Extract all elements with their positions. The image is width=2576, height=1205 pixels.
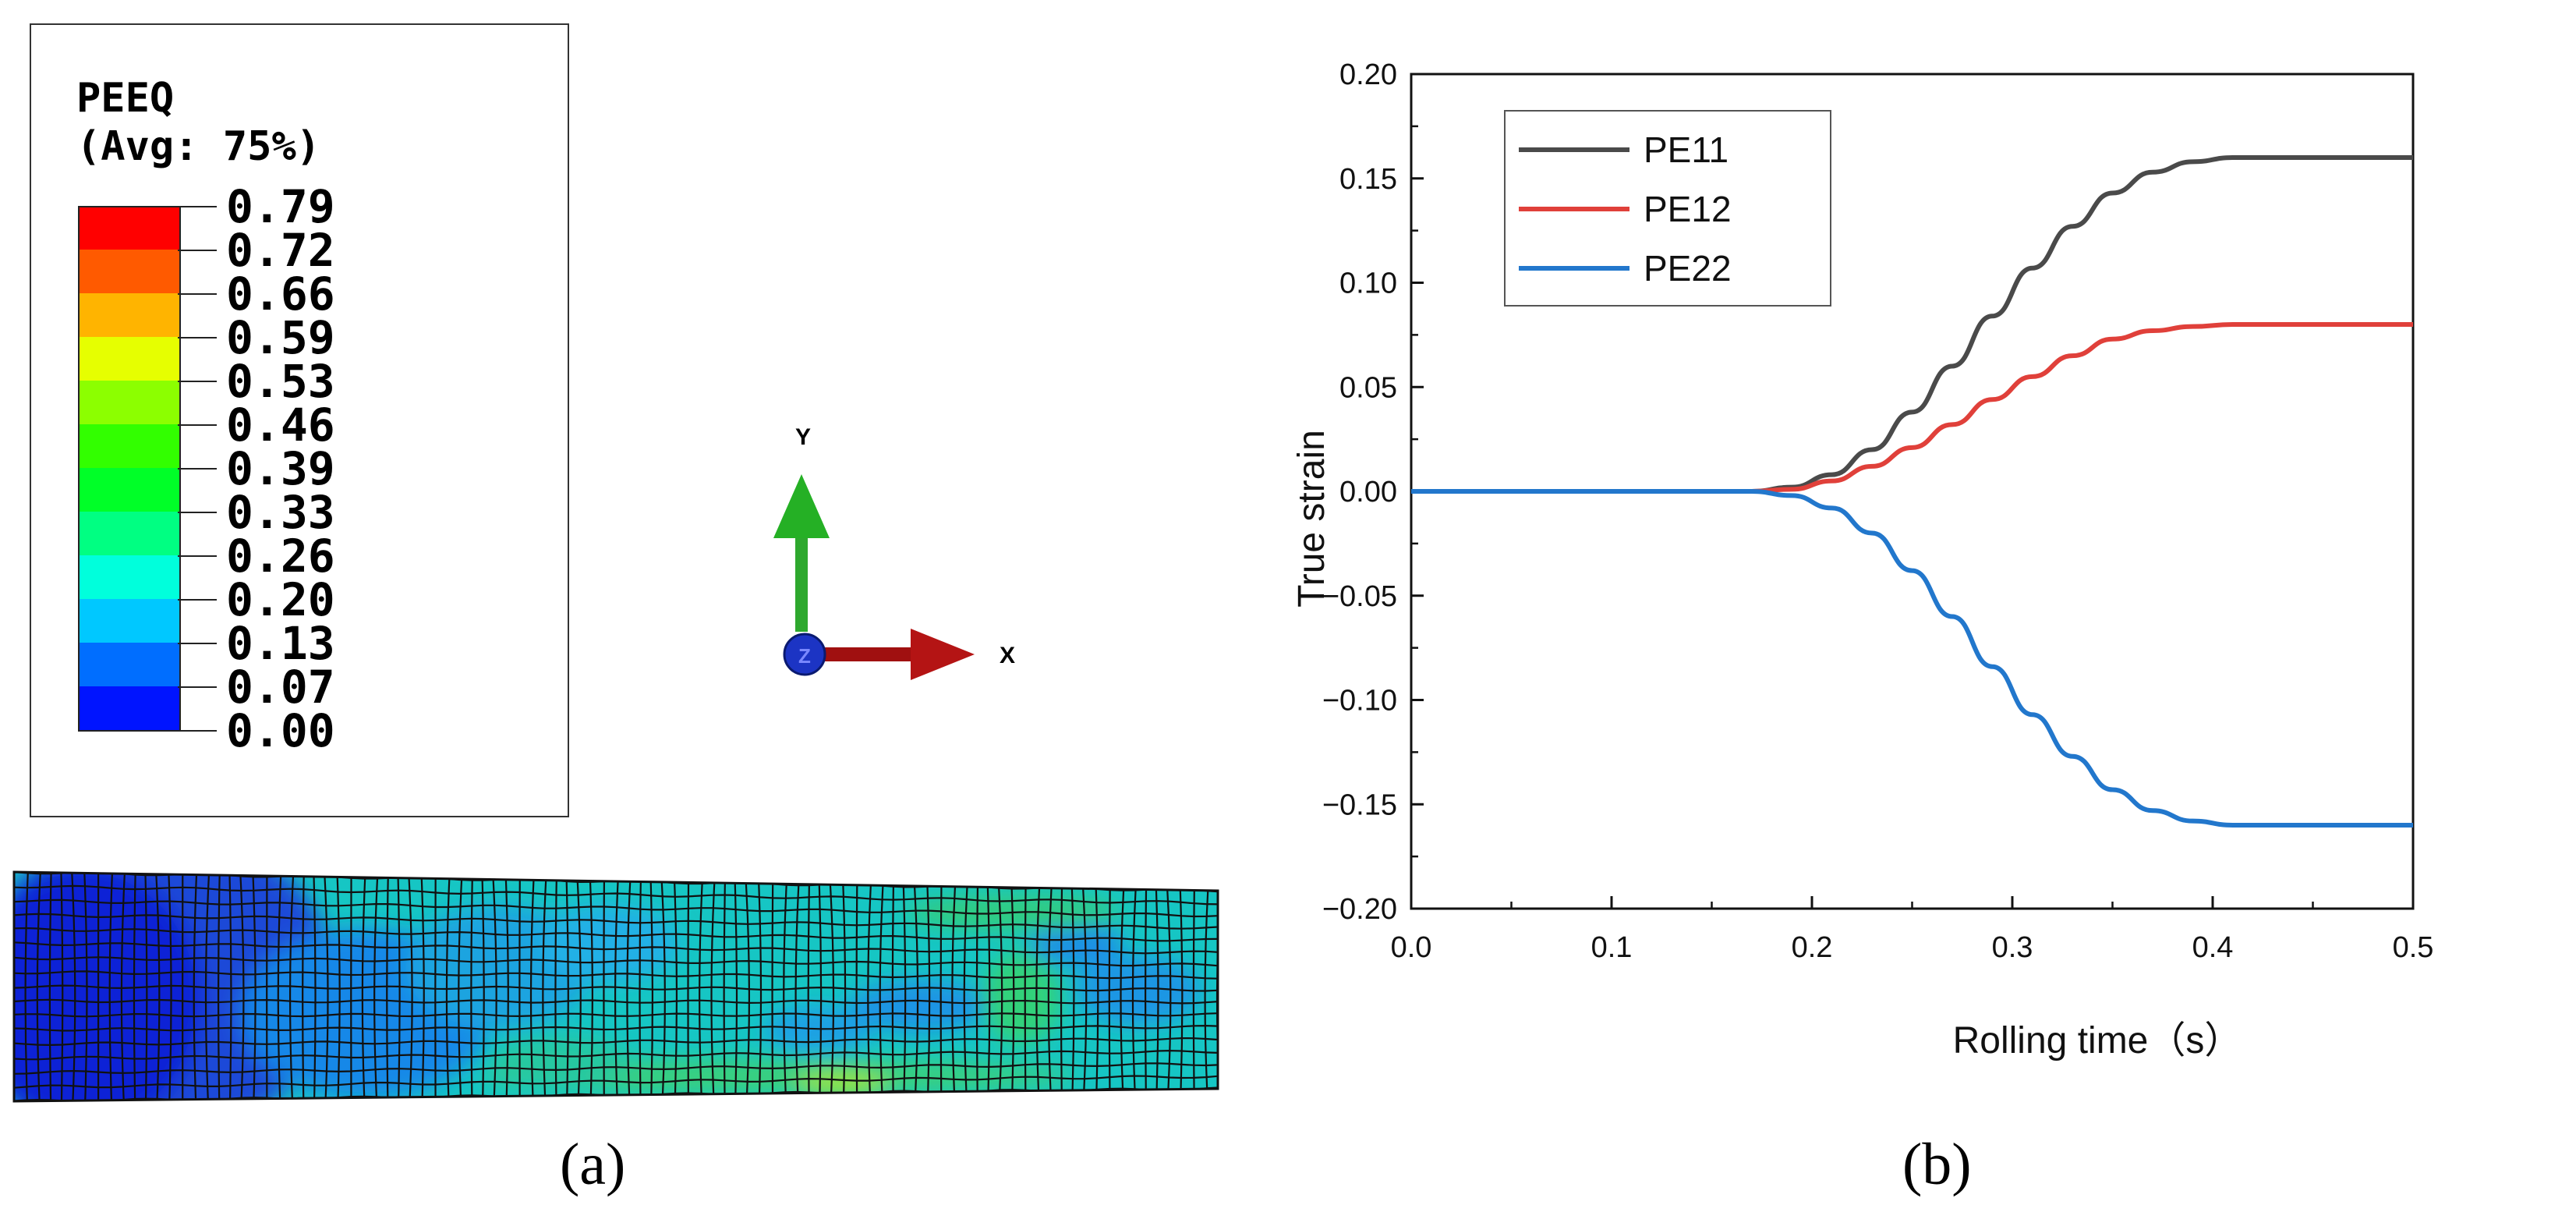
strain-chart: 0.0 0.1 0.2 0.3 0.4 0.5 0.20 0.15 0.10 0.05 0.00 −0… bbox=[1291, 62, 2434, 1061]
color-tick-label: 0.66 bbox=[226, 268, 335, 321]
color-tick-label: 0.33 bbox=[226, 486, 335, 539]
triad-z-node bbox=[783, 633, 826, 676]
axis-triad: Y X Z bbox=[773, 424, 1015, 680]
color-tick-label: 0.53 bbox=[226, 355, 335, 408]
color-tick-mark bbox=[178, 686, 217, 688]
legend-title: PEEQ bbox=[76, 75, 175, 122]
y-tick-label: −0.20 bbox=[1322, 893, 1397, 926]
y-tick-label: 0.00 bbox=[1339, 476, 1397, 509]
color-tick-label: 0.59 bbox=[226, 311, 335, 364]
color-swatch bbox=[78, 293, 181, 337]
color-tick-mark bbox=[178, 730, 217, 732]
panel-a-caption: (a) bbox=[560, 1132, 626, 1197]
legend-label: PE12 bbox=[1644, 189, 1732, 229]
triad-y-label: Y bbox=[795, 424, 811, 450]
color-tick-mark bbox=[178, 293, 217, 295]
color-tick-mark bbox=[178, 424, 217, 426]
y-tick-label: −0.10 bbox=[1322, 685, 1397, 718]
color-swatch bbox=[78, 424, 181, 468]
color-swatch bbox=[78, 555, 181, 599]
color-tick-mark bbox=[178, 381, 217, 382]
x-tick-label: 0.4 bbox=[2192, 931, 2234, 964]
triad-z-label: Z bbox=[798, 644, 811, 668]
color-tick-label: 0.00 bbox=[226, 704, 335, 757]
color-tick-mark bbox=[178, 468, 217, 470]
triad-y-shaft bbox=[795, 515, 808, 632]
mesh-contour-field bbox=[14, 872, 1218, 1101]
color-swatch bbox=[78, 599, 181, 643]
triad-x-arrowhead bbox=[911, 629, 975, 680]
triad-x-label: X bbox=[1000, 643, 1015, 668]
triad-y-arrowhead bbox=[773, 474, 830, 538]
color-tick-mark bbox=[178, 599, 217, 601]
y-tick-label: −0.05 bbox=[1322, 580, 1397, 613]
color-swatch bbox=[78, 206, 181, 251]
fe-mesh-contour bbox=[12, 870, 1219, 1103]
color-tick-label: 0.39 bbox=[226, 442, 335, 495]
y-tick-label: 0.05 bbox=[1339, 371, 1397, 404]
x-axis-label: Rolling time（s） bbox=[1953, 1020, 2242, 1061]
color-tick-label: 0.26 bbox=[226, 530, 335, 583]
y-tick-label: −0.15 bbox=[1322, 789, 1397, 821]
series-line-pe22 bbox=[1410, 488, 2413, 828]
y-axis-label: True strain bbox=[1291, 430, 1332, 608]
y-tick-label: 0.10 bbox=[1339, 268, 1397, 300]
triad-x-shaft bbox=[809, 647, 918, 661]
color-tick-mark bbox=[178, 643, 217, 644]
peeq-legend: PEEQ (Avg: 75%) 0.79 0.72 0.66 0.59 0.53 0.46… bbox=[30, 23, 569, 817]
legend-subtitle: (Avg: 75%) bbox=[76, 123, 321, 170]
color-swatch bbox=[78, 468, 181, 512]
x-tick-label: 0.2 bbox=[1792, 931, 1833, 964]
x-tick-label: 0.1 bbox=[1591, 931, 1633, 964]
series-line-pe12 bbox=[1410, 321, 2413, 494]
chart-legend: PE11 PE12 PE22 bbox=[1504, 110, 1831, 307]
color-swatch bbox=[78, 512, 181, 555]
color-tick-mark bbox=[178, 512, 217, 513]
y-tick-label: 0.15 bbox=[1339, 163, 1397, 196]
color-swatch bbox=[78, 337, 181, 381]
legend-label: PE22 bbox=[1644, 248, 1732, 289]
color-tick-label: 0.20 bbox=[226, 573, 335, 626]
color-swatch bbox=[78, 686, 181, 732]
color-tick-mark bbox=[178, 337, 217, 338]
color-tick-label: 0.72 bbox=[226, 224, 335, 277]
x-tick-label: 0.5 bbox=[2393, 931, 2434, 964]
panel-b-caption: (b) bbox=[1902, 1132, 1972, 1197]
color-swatch bbox=[78, 250, 181, 293]
x-tick-label: 0.0 bbox=[1391, 931, 1432, 964]
chart-axes: 0.0 0.1 0.2 0.3 0.4 0.5 0.20 0.15 0.10 0.05 0.00 −0… bbox=[1322, 62, 2434, 964]
color-tick-label: 0.13 bbox=[226, 617, 335, 670]
color-swatch bbox=[78, 643, 181, 686]
color-tick-label: 0.07 bbox=[226, 661, 335, 714]
color-tick-mark bbox=[178, 250, 217, 251]
color-swatch bbox=[78, 381, 181, 424]
color-tick-label: 0.46 bbox=[226, 399, 335, 452]
chart-series bbox=[1410, 155, 2413, 828]
legend-label: PE11 bbox=[1644, 129, 1729, 170]
x-tick-label: 0.3 bbox=[1992, 931, 2033, 964]
color-tick-label: 0.79 bbox=[226, 180, 335, 233]
color-tick-mark bbox=[178, 555, 217, 557]
color-tick-mark bbox=[178, 206, 217, 207]
y-tick-label: 0.20 bbox=[1339, 62, 1397, 91]
